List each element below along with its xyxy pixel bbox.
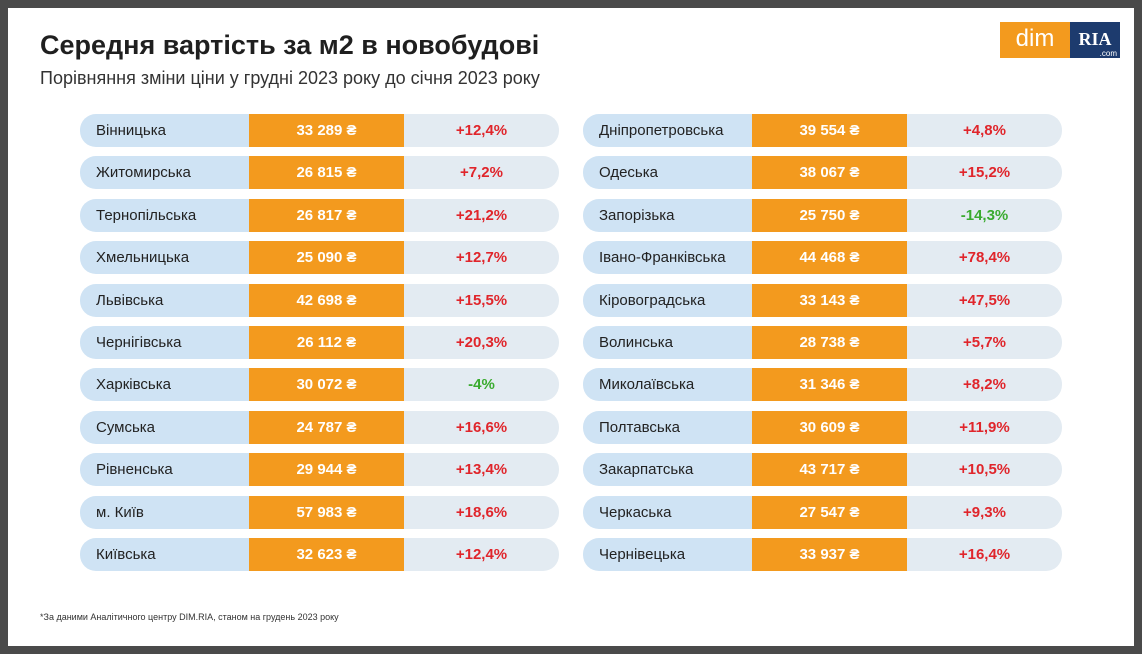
region-name: Житомирська <box>80 156 249 190</box>
price: 25 750 ₴ <box>752 198 907 232</box>
price: 33 289 ₴ <box>249 114 404 147</box>
region-name: Київська <box>80 538 249 571</box>
price: 57 983 ₴ <box>249 495 404 529</box>
table-row: Львівська 42 698 ₴ +15,5% <box>80 283 559 317</box>
price-change: +78,4% <box>907 241 1062 275</box>
price-change: +21,2% <box>404 198 559 232</box>
price-change: +18,6% <box>404 495 559 529</box>
region-name: Полтавська <box>583 410 752 444</box>
price-change: +11,9% <box>907 410 1062 444</box>
region-name: Чернігівська <box>80 326 249 359</box>
price: 26 817 ₴ <box>249 198 404 232</box>
price: 26 815 ₴ <box>249 156 404 190</box>
table-row: Полтавська 30 609 ₴ +11,9% <box>583 410 1062 444</box>
price-change: +12,4% <box>404 538 559 571</box>
region-name: Хмельницька <box>80 241 249 275</box>
footnote: *За даними Аналітичного центру DIM.RIA, … <box>40 612 339 622</box>
region-name: Львівська <box>80 283 249 317</box>
table-row: Тернопільська 26 817 ₴ +21,2% <box>80 198 559 232</box>
price-change: +5,7% <box>907 326 1062 359</box>
price-change: +10,5% <box>907 453 1062 487</box>
price: 42 698 ₴ <box>249 283 404 317</box>
price-change: -14,3% <box>907 198 1062 232</box>
logo-dim: dim <box>1000 22 1070 58</box>
price: 30 609 ₴ <box>752 410 907 444</box>
table-row: Харківська 30 072 ₴ -4% <box>80 368 559 402</box>
region-name: Черкаська <box>583 495 752 529</box>
region-name: Закарпатська <box>583 453 752 487</box>
table-row: Київська 32 623 ₴ +12,4% <box>80 538 559 571</box>
logo-domain: .com <box>1099 49 1117 58</box>
region-name: Миколаївська <box>583 368 752 402</box>
logo: dim RIA .com <box>1000 22 1120 58</box>
price-change: +4,8% <box>907 114 1062 147</box>
table-row: Івано-Франківська 44 468 ₴ +78,4% <box>583 241 1062 275</box>
price-change: +16,6% <box>404 410 559 444</box>
region-name: Кіровоградська <box>583 283 752 317</box>
price-change: +12,4% <box>404 114 559 147</box>
price: 33 937 ₴ <box>752 538 907 571</box>
table-row: Чернігівська 26 112 ₴ +20,3% <box>80 326 559 359</box>
region-name: Волинська <box>583 326 752 359</box>
price: 44 468 ₴ <box>752 241 907 275</box>
price: 43 717 ₴ <box>752 453 907 487</box>
region-name: Дніпропетровська <box>583 114 752 147</box>
price-change: +15,2% <box>907 156 1062 190</box>
price: 29 944 ₴ <box>249 453 404 487</box>
region-name: Тернопільська <box>80 198 249 232</box>
price-change: +9,3% <box>907 495 1062 529</box>
region-name: Рівненська <box>80 453 249 487</box>
price-change: +16,4% <box>907 538 1062 571</box>
table-row: м. Київ 57 983 ₴ +18,6% <box>80 495 559 529</box>
price-change: +13,4% <box>404 453 559 487</box>
price-change: +47,5% <box>907 283 1062 317</box>
price: 31 346 ₴ <box>752 368 907 402</box>
table-row: Запорізька 25 750 ₴ -14,3% <box>583 198 1062 232</box>
logo-ria-text: RIA <box>1078 29 1112 49</box>
price: 24 787 ₴ <box>249 410 404 444</box>
price: 25 090 ₴ <box>249 241 404 275</box>
table-row: Волинська 28 738 ₴ +5,7% <box>583 326 1062 359</box>
region-name: Сумська <box>80 410 249 444</box>
price: 28 738 ₴ <box>752 326 907 359</box>
subtitle: Порівняння зміни ціни у грудні 2023 року… <box>40 68 540 88</box>
price-change: +15,5% <box>404 283 559 317</box>
region-name: м. Київ <box>80 495 249 529</box>
price: 39 554 ₴ <box>752 114 907 147</box>
table-row: Сумська 24 787 ₴ +16,6% <box>80 410 559 444</box>
table-row: Одеська 38 067 ₴ +15,2% <box>583 156 1062 190</box>
infographic: Середня вартість за м2 в новобудові Порі… <box>8 8 1134 646</box>
logo-ria: RIA .com <box>1070 22 1120 58</box>
table-row: Вінницька 33 289 ₴ +12,4% <box>80 114 559 147</box>
price: 32 623 ₴ <box>249 538 404 571</box>
table-row: Черкаська 27 547 ₴ +9,3% <box>583 495 1062 529</box>
price-change: +20,3% <box>404 326 559 359</box>
region-name: Харківська <box>80 368 249 402</box>
region-name: Івано-Франківська <box>583 241 752 275</box>
price: 27 547 ₴ <box>752 495 907 529</box>
price: 33 143 ₴ <box>752 283 907 317</box>
table-row: Дніпропетровська 39 554 ₴ +4,8% <box>583 114 1062 147</box>
price: 38 067 ₴ <box>752 156 907 190</box>
table-row: Кіровоградська 33 143 ₴ +47,5% <box>583 283 1062 317</box>
region-name: Одеська <box>583 156 752 190</box>
table-row: Закарпатська 43 717 ₴ +10,5% <box>583 453 1062 487</box>
price: 30 072 ₴ <box>249 368 404 402</box>
price-change: -4% <box>404 368 559 402</box>
region-name: Запорізька <box>583 198 752 232</box>
title: Середня вартість за м2 в новобудові <box>40 30 540 60</box>
table-row: Хмельницька 25 090 ₴ +12,7% <box>80 241 559 275</box>
price: 26 112 ₴ <box>249 326 404 359</box>
price-change: +8,2% <box>907 368 1062 402</box>
price-change: +7,2% <box>404 156 559 190</box>
price-change: +12,7% <box>404 241 559 275</box>
region-name: Вінницька <box>80 114 249 147</box>
table-row: Рівненська 29 944 ₴ +13,4% <box>80 453 559 487</box>
table-row: Миколаївська 31 346 ₴ +8,2% <box>583 368 1062 402</box>
table-row: Чернівецька 33 937 ₴ +16,4% <box>583 538 1062 571</box>
region-name: Чернівецька <box>583 538 752 571</box>
table-row: Житомирська 26 815 ₴ +7,2% <box>80 156 559 190</box>
